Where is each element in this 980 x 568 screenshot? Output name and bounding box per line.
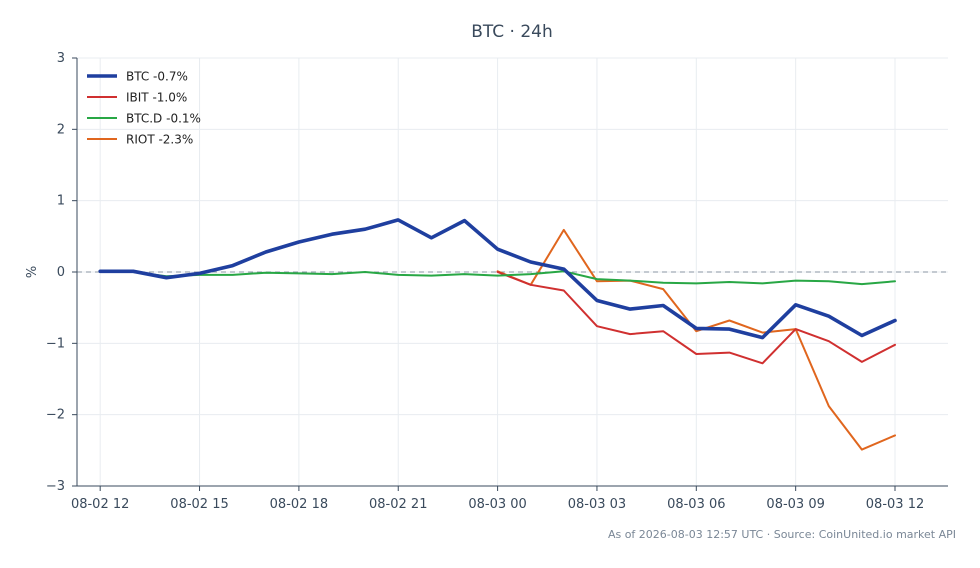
x-tick-label: 08-03 06 bbox=[667, 497, 725, 512]
x-tick-label: 08-02 21 bbox=[369, 497, 427, 512]
grid bbox=[77, 57, 948, 487]
y-tick-label: 1 bbox=[57, 194, 65, 209]
series-line-3 bbox=[496, 228, 896, 451]
source-footnote: As of 2026-08-03 12:57 UTC · Source: Coi… bbox=[608, 528, 956, 541]
legend-label: RIOT -2.3% bbox=[126, 133, 193, 147]
series-line-1 bbox=[496, 271, 896, 365]
x-tick-label: 08-02 15 bbox=[170, 497, 228, 512]
legend: BTC -0.7% IBIT -1.0% BTC.D -0.1% RIOT -2.3% bbox=[87, 70, 201, 147]
legend-label: BTC.D -0.1% bbox=[126, 112, 201, 126]
x-tick-label: 08-03 12 bbox=[866, 497, 924, 512]
y-tick-label: 2 bbox=[57, 122, 65, 137]
series-line-0 bbox=[98, 218, 897, 340]
y-tick-label: −3 bbox=[46, 479, 65, 494]
y-tick-label: −2 bbox=[46, 408, 65, 423]
series-line-2 bbox=[99, 270, 896, 286]
y-tick-label: 3 bbox=[57, 51, 65, 66]
x-tick-label: 08-03 00 bbox=[468, 497, 526, 512]
y-tick-label: −1 bbox=[46, 336, 65, 351]
legend-label: BTC -0.7% bbox=[126, 70, 188, 84]
chart-title: BTC · 24h bbox=[471, 22, 553, 42]
x-tick-label: 08-03 03 bbox=[568, 497, 626, 512]
y-axis-label: % bbox=[25, 266, 40, 278]
x-tick-label: 08-02 12 bbox=[71, 497, 129, 512]
legend-label: IBIT -1.0% bbox=[126, 91, 187, 105]
y-tick-label: 0 bbox=[57, 265, 65, 280]
x-tick-label: 08-02 18 bbox=[270, 497, 328, 512]
series-lines bbox=[98, 218, 897, 451]
x-tick-label: 08-03 09 bbox=[766, 497, 824, 512]
axes: −3 −2 −1 0 1 2 3 08-02 12 08-02 15 08-02 18 08-02 … bbox=[46, 51, 948, 512]
